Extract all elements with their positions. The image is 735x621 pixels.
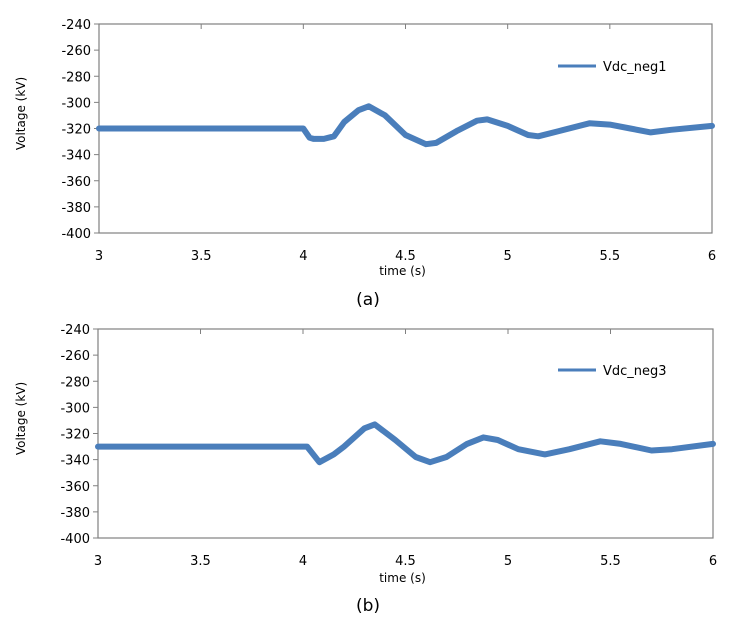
x-axis-label: time (s): [379, 571, 426, 585]
y-tick-label: -400: [60, 532, 90, 547]
y-tick-label: -360: [60, 480, 90, 495]
x-tick-label: 4.5: [395, 249, 416, 264]
legend-label: Vdc_neg1: [603, 60, 667, 75]
x-tick-label: 3: [95, 249, 103, 264]
y-tick-label: -300: [61, 96, 91, 111]
series-line-Vdc_neg1: [96, 103, 715, 148]
legend-label: Vdc_neg3: [603, 364, 667, 379]
x-axis-label: time (s): [379, 264, 426, 278]
chart-b: -240 -260 -280 -300 -320 -340 -360 -380 -400 3 3.5…: [14, 323, 717, 616]
y-tick-label: -260: [60, 349, 90, 364]
y-tick-label: -340: [61, 149, 91, 164]
y-tick-label: -380: [61, 201, 91, 216]
y-tick-label: -280: [60, 375, 90, 390]
chart-caption: (b): [356, 596, 380, 616]
x-tick-label: 5: [504, 554, 512, 569]
y-tick-label: -360: [61, 175, 91, 190]
chart-caption: (a): [356, 290, 380, 310]
y-axis-label: Voltage (kV): [14, 77, 28, 150]
y-tick-label: -240: [61, 18, 91, 33]
x-tick-label: 5: [504, 249, 512, 264]
plot-area: [97, 328, 714, 539]
x-tick-label: 6: [708, 249, 716, 264]
x-tick-label: 3.5: [191, 249, 212, 264]
y-tick-label: -240: [60, 323, 90, 338]
y-tick-label: -300: [60, 401, 90, 416]
x-tick-label: 6: [709, 554, 717, 569]
y-tick-label: -260: [61, 44, 91, 59]
y-tick-label: -280: [61, 70, 91, 85]
y-tick-label: -380: [60, 506, 90, 521]
chart-a: -240 -260 -280 -300 -320 -340 -360 -380 -400 3 3.5…: [14, 18, 716, 310]
x-tick-label: 4: [299, 554, 307, 569]
x-tick-label: 4.5: [395, 554, 416, 569]
x-tick-label: 5.5: [600, 554, 621, 569]
series-line-Vdc_neg3: [95, 421, 716, 466]
y-axis-label: Voltage (kV): [14, 382, 28, 455]
x-tick-label: 4: [299, 249, 307, 264]
x-tick-label: 3.5: [190, 554, 211, 569]
y-tick-label: -320: [60, 428, 90, 443]
x-tick-label: 5.5: [599, 249, 620, 264]
y-tick-label: -340: [60, 454, 90, 469]
y-tick-label: -400: [61, 227, 91, 242]
x-tick-label: 3: [94, 554, 102, 569]
y-tick-label: -320: [61, 123, 91, 138]
